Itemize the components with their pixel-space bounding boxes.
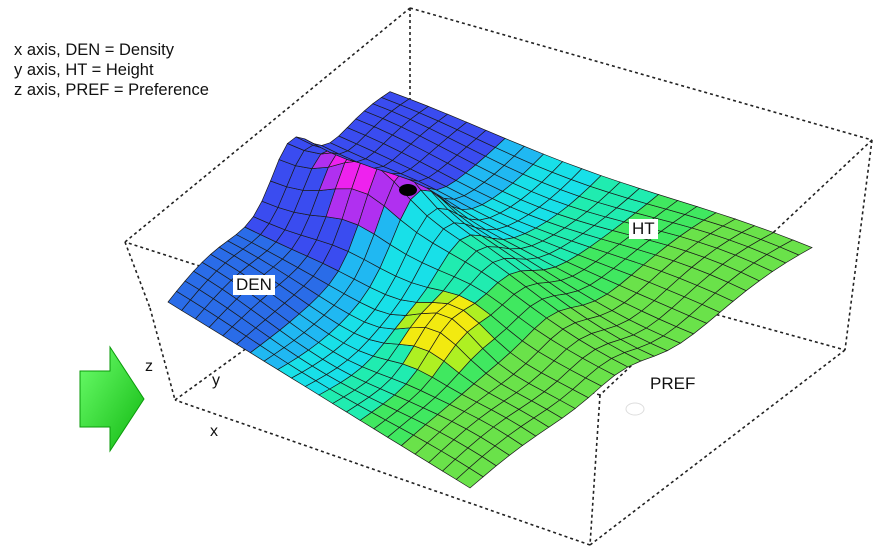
- box-edge: [409, 7, 873, 141]
- y-axis-letter: y: [212, 372, 220, 389]
- box-edge: [124, 7, 411, 243]
- legend-x-line: x axis, DEN = Density: [14, 41, 175, 59]
- z-axis-letter: z: [145, 358, 153, 375]
- black-marker: [399, 184, 417, 196]
- surface-mesh: [167, 91, 813, 489]
- box-edge: [124, 241, 151, 309]
- axis-legend: x axis, DEN = Density y axis, HT = Heigh…: [14, 40, 209, 100]
- box-edge: [174, 399, 591, 546]
- box-edge: [844, 139, 873, 351]
- box-edge: [149, 307, 176, 401]
- right-arrow-icon: [79, 345, 145, 453]
- box-edge: [589, 394, 601, 546]
- ht-label: HT: [629, 219, 658, 239]
- white-marker: [625, 402, 645, 416]
- surface-cell: [779, 239, 813, 256]
- den-label: DEN: [233, 275, 275, 295]
- legend-z-line: z axis, PREF = Preference: [14, 81, 209, 99]
- x-axis-letter: x: [210, 423, 218, 440]
- box-edge: [589, 349, 846, 546]
- legend-y-line: y axis, HT = Height: [14, 61, 154, 79]
- pref-label: PREF: [647, 374, 699, 394]
